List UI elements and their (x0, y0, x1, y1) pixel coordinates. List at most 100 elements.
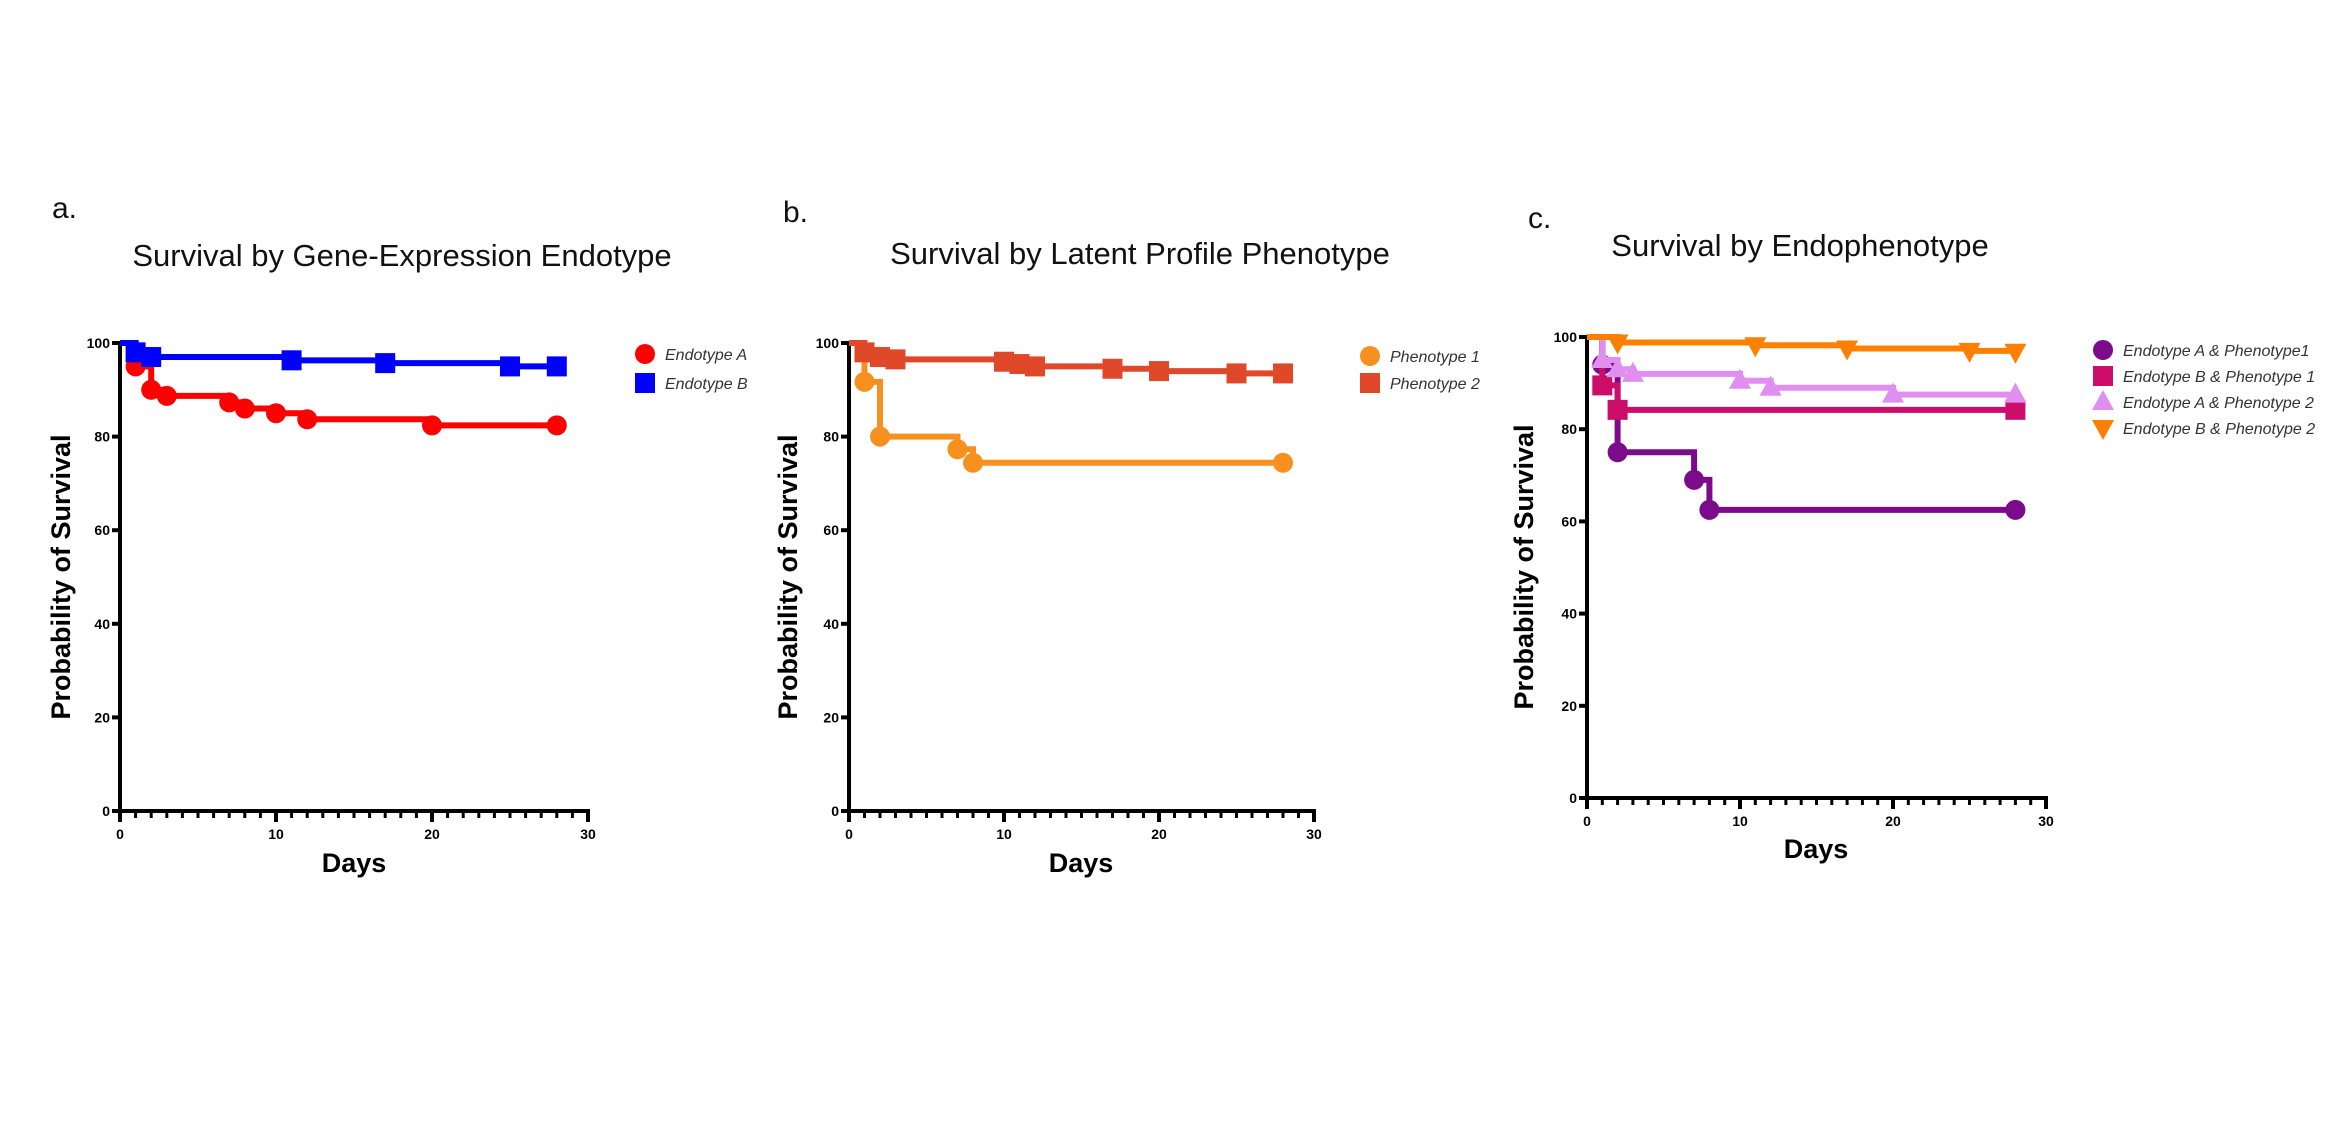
data-point (2004, 382, 2027, 403)
data-point (281, 350, 302, 371)
survival-curve (1587, 334, 2019, 354)
survival-curve (120, 340, 557, 370)
series-phenotype-2: Phenotype 2 (849, 340, 1480, 393)
x-tick-label: 10 (268, 826, 284, 842)
chart-panel-c: c. Survival by Endophenotype 0 10 20 30 0 20 40 6… (1509, 202, 2315, 864)
y-tick-label: 0 (102, 803, 110, 819)
data-point (141, 347, 162, 368)
data-point (885, 349, 906, 370)
y-axis-label: Probability of Survival (46, 434, 76, 719)
y-tick-label: 80 (94, 429, 110, 445)
data-point (1149, 361, 1169, 382)
y-tick-label: 100 (87, 335, 111, 351)
y-tick-label: 80 (1561, 421, 1577, 437)
x-tick-label: 10 (996, 826, 1012, 842)
data-point (422, 415, 442, 436)
x-tick-label: 30 (580, 826, 596, 842)
data-point (1607, 442, 1628, 463)
data-point (1606, 357, 1629, 378)
legend-marker (1360, 373, 1380, 393)
data-point (1102, 358, 1123, 379)
data-point (297, 409, 318, 430)
y-tick-label: 60 (1561, 513, 1577, 529)
x-tick-label: 30 (2038, 813, 2054, 829)
legend-label: Endotype A & Phenotype 2 (2123, 395, 2314, 412)
y-tick-label: 0 (1569, 790, 1577, 806)
y-tick-label: 40 (1561, 606, 1577, 622)
y-tick-label: 40 (823, 616, 839, 632)
legend-marker (2092, 420, 2114, 440)
chart-title: Survival by Latent Profile Phenotype (890, 236, 1390, 271)
data-point (1744, 337, 1767, 358)
data-point (2004, 343, 2027, 364)
data-point (219, 392, 240, 413)
data-point (1226, 363, 1247, 384)
y-tick-label: 20 (94, 709, 110, 725)
chart-panel-b: b. Survival by Latent Profile Phenotype 0 1… (773, 196, 1480, 878)
survival-curve (849, 340, 1283, 377)
data-point (854, 371, 875, 392)
legend-label: Phenotype 2 (1390, 376, 1480, 393)
series-endotype-b-phenotype-1: Endotype B & Phenotype 1 (1587, 334, 2315, 420)
data-point (234, 398, 255, 419)
x-tick-label: 0 (116, 826, 124, 842)
legend-marker (635, 344, 655, 364)
data-point (1606, 334, 1629, 355)
y-tick-label: 40 (94, 616, 110, 632)
legend-marker (635, 373, 655, 393)
chart-title: Survival by Endophenotype (1611, 228, 1988, 263)
data-point (375, 353, 396, 374)
legend-label: Endotype B (665, 376, 748, 393)
data-point (500, 356, 520, 377)
data-point (546, 356, 567, 377)
data-point (870, 426, 890, 447)
y-tick-label: 20 (1561, 698, 1577, 714)
series-endotype-a-phenotype-2: Endotype A & Phenotype 2 (1587, 334, 2314, 412)
legend-marker (2093, 366, 2113, 386)
y-axis-label: Probability of Survival (773, 434, 803, 719)
data-point (1836, 340, 1859, 361)
data-point (1729, 368, 1751, 389)
data-point (1009, 354, 1030, 375)
y-tick-label: 80 (823, 429, 839, 445)
data-point (1592, 375, 1613, 396)
data-point (947, 439, 968, 460)
data-point (266, 403, 286, 424)
y-tick-label: 100 (816, 335, 840, 351)
legend-label: Endotype A (665, 347, 747, 364)
data-point (546, 415, 567, 436)
x-axis-label: Days (322, 848, 387, 878)
series-phenotype-1: Phenotype 1 (849, 340, 1480, 473)
data-point (1025, 356, 1045, 377)
legend-marker (1360, 346, 1380, 366)
data-point (1591, 348, 1614, 369)
x-tick-label: 20 (424, 826, 440, 842)
x-tick-label: 0 (1583, 813, 1591, 829)
y-tick-label: 60 (94, 522, 110, 538)
survival-curve (1587, 334, 2016, 513)
legend-label: Phenotype 1 (1390, 349, 1480, 366)
legend-label: Endotype A & Phenotype1 (2123, 343, 2310, 360)
x-tick-label: 30 (1306, 826, 1322, 842)
legend-marker (2093, 340, 2113, 360)
x-tick-label: 20 (1885, 813, 1901, 829)
data-point (141, 379, 162, 400)
y-tick-label: 0 (831, 803, 839, 819)
panel-letter: a. (52, 192, 77, 225)
x-axis-label: Days (1784, 834, 1849, 864)
series-endotype-b: Endotype B (120, 340, 748, 393)
data-point (1607, 399, 1628, 420)
data-point (156, 385, 177, 406)
x-tick-label: 20 (1151, 826, 1167, 842)
data-point (1273, 452, 1293, 473)
data-point (2005, 499, 2026, 520)
data-point (870, 347, 890, 368)
chart-panel-a: a. Survival by Gene-Expression Endotype 0 1… (46, 192, 748, 878)
series-endotype-b-phenotype-2: Endotype B & Phenotype 2 (1587, 334, 2315, 440)
data-point (1699, 499, 1720, 520)
data-point (125, 342, 146, 363)
data-point (1621, 361, 1644, 382)
data-point (994, 351, 1014, 372)
legend-label: Endotype B & Phenotype 1 (2123, 369, 2315, 386)
